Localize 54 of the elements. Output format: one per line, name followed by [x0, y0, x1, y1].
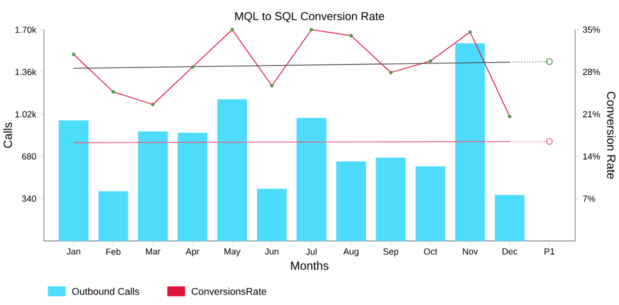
bar [336, 161, 366, 241]
y2-axis-title: Conversion Rate [607, 92, 616, 179]
point [389, 70, 393, 74]
point [546, 58, 553, 65]
x-tick-label: Sep [383, 248, 398, 256]
point [270, 84, 274, 88]
y-tick-label: 340 [22, 195, 36, 202]
bar [217, 99, 248, 241]
bar [376, 158, 406, 241]
bar [494, 194, 525, 241]
x-tick-label: P1 [544, 248, 554, 254]
bar [256, 188, 287, 241]
y-axis-title: Calls [3, 122, 12, 148]
y2-tick-label: 7% [583, 196, 596, 202]
x-axis-title: Months [291, 261, 328, 270]
y2-tick-label: 35% [582, 26, 600, 33]
y-tick-label: 680 [22, 153, 36, 160]
bar [98, 191, 128, 241]
point [72, 52, 76, 56]
x-tick-label: Jun [264, 248, 278, 254]
point [310, 28, 314, 32]
point [230, 28, 234, 32]
point [468, 30, 472, 34]
x-tick-label: Aug [343, 248, 358, 256]
legend-label: ConversionsRate [192, 288, 266, 295]
bar [416, 166, 446, 241]
legend-label: Outbound Calls [72, 288, 140, 295]
y-tick-label: 1.70k [15, 26, 36, 33]
y2-tick-label: 28% [583, 68, 600, 75]
x-tick-label: May [224, 248, 241, 256]
bar [455, 43, 485, 241]
chart-title: MQL to SQL Conversion Rate [235, 12, 384, 22]
x-tick-label: Dec [502, 248, 518, 254]
y2-tick-label: 21% [583, 110, 600, 118]
x-tick-label: Apr [186, 248, 200, 256]
point [349, 34, 353, 38]
y-tick-label: 1.36k [15, 68, 36, 76]
x-tick-label: Oct [424, 248, 438, 255]
point [190, 65, 194, 69]
point [428, 59, 432, 63]
bar [58, 120, 88, 241]
y-tick-label: 1.02k [15, 110, 36, 118]
x-tick-label: Feb [106, 248, 120, 255]
point [111, 90, 116, 94]
x-tick-label: Jan [66, 248, 80, 254]
x-tick-label: Nov [462, 248, 478, 254]
bar [178, 132, 208, 241]
point [151, 102, 155, 106]
x-tick-label: Jul [306, 248, 317, 255]
x-tick-label: Mar [146, 248, 160, 254]
bar [296, 118, 326, 241]
bar [138, 131, 168, 241]
point [508, 114, 512, 118]
y2-tick-label: 14% [583, 153, 600, 160]
